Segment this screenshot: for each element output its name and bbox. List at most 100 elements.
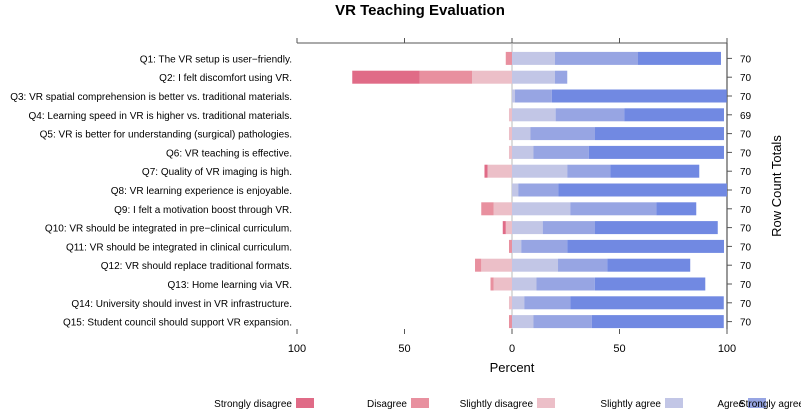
bar-segment-slightly-agree (512, 202, 571, 216)
bar-segment-disagree (490, 277, 494, 291)
bar-segment-slightly-disagree (508, 296, 512, 310)
x-axis-label: Percent (490, 360, 535, 375)
row-total: 70 (740, 299, 752, 310)
bar-segment-agree (570, 202, 657, 216)
bar-segment-agree (558, 258, 608, 272)
bar-segment-disagree (419, 70, 473, 84)
legend-label: Slightly disagree (460, 399, 534, 410)
row-total: 70 (740, 280, 752, 291)
bar-segment-strongly-disagree (352, 70, 420, 84)
bar-segment-slightly-agree (512, 183, 519, 197)
bar-segment-slightly-agree (512, 258, 559, 272)
category-label: Q9: I felt a motivation boost through VR… (114, 205, 292, 216)
bar-segment-strongly-agree (594, 221, 718, 235)
bar-segment-slightly-disagree (505, 221, 512, 235)
bar-segment-agree (555, 108, 625, 122)
bar-segment-strongly-agree (656, 202, 697, 216)
bar-segment-strongly-agree (558, 183, 727, 197)
row-total: 69 (740, 111, 752, 122)
bar-segment-slightly-agree (512, 70, 555, 84)
bar-segment-strongly-agree (570, 296, 724, 310)
bar-segment-slightly-disagree (472, 70, 512, 84)
category-label: Q8: VR learning experience is enjoyable. (111, 186, 292, 197)
bar-segment-slightly-agree (512, 164, 568, 178)
x-tick-label: 0 (509, 343, 515, 355)
category-label: Q7: Quality of VR imaging is high. (142, 167, 292, 178)
bar-segment-disagree (508, 315, 512, 329)
bar-segment-agree (542, 221, 595, 235)
legend-swatch (665, 398, 683, 408)
row-total: 70 (740, 261, 752, 272)
bar-segment-agree (530, 127, 595, 141)
category-label: Q12: VR should replace traditional forma… (101, 261, 292, 272)
bar-segment-slightly-disagree (493, 202, 512, 216)
row-total: 70 (740, 224, 752, 235)
x-tick-label: 50 (613, 343, 625, 355)
bar-segment-strongly-agree (610, 164, 700, 178)
legend-label: Strongly agree (739, 399, 801, 410)
bar-segment-slightly-agree (512, 127, 531, 141)
bar-segment-slightly-disagree (508, 145, 512, 159)
bar-segment-disagree (508, 239, 512, 253)
x-tick-label: 50 (398, 343, 410, 355)
bar-segment-agree (533, 315, 592, 329)
legend-swatch (537, 398, 555, 408)
bar-segment-agree (536, 277, 595, 291)
legend-swatch (296, 398, 314, 408)
bar-segment-agree (521, 239, 568, 253)
category-label: Q13: Home learning via VR. (167, 280, 292, 291)
bar-segment-slightly-disagree (487, 164, 512, 178)
bar-segment-slightly-disagree (508, 127, 512, 141)
bar-segment-agree (555, 51, 638, 65)
legend-label: Slightly agree (600, 399, 661, 410)
row-total: 70 (740, 54, 752, 65)
bar-segment-strongly-agree (594, 127, 724, 141)
right-axis-label: Row Count Totals (769, 135, 784, 237)
bar-segment-agree (567, 164, 611, 178)
x-tick-label: 100 (288, 343, 306, 355)
bar-segment-slightly-agree (512, 296, 525, 310)
legend-label: Strongly disagree (214, 399, 292, 410)
category-label: Q2: I felt discomfort using VR. (159, 73, 292, 84)
bar-segment-strongly-agree (567, 239, 724, 253)
bar-segment-slightly-agree (512, 145, 534, 159)
row-total: 70 (740, 92, 752, 103)
bar-segment-agree (518, 183, 559, 197)
bar-segment-slightly-disagree (481, 258, 512, 272)
bar-segment-agree (533, 145, 589, 159)
row-total: 70 (740, 148, 752, 159)
bar-segment-strongly-agree (624, 108, 724, 122)
category-label: Q15: Student council should support VR e… (63, 318, 292, 329)
category-label: Q11: VR should be integrated in clinical… (66, 242, 292, 253)
chart-title: VR Teaching Evaluation (335, 2, 505, 19)
category-label: Q5: VR is better for understanding (surg… (40, 130, 292, 141)
legend-label: Disagree (367, 399, 407, 410)
row-total: 70 (740, 318, 752, 329)
legend-swatch (748, 398, 766, 408)
bar-segment-strongly-disagree (502, 221, 506, 235)
category-label: Q3: VR spatial comprehension is better v… (10, 92, 292, 103)
category-label: Q4: Learning speed in VR is higher vs. t… (29, 111, 292, 122)
bar-segment-strongly-agree (594, 277, 706, 291)
category-label: Q1: The VR setup is user−friendly. (140, 54, 292, 65)
bar-segment-slightly-agree (512, 239, 522, 253)
row-total: 70 (740, 186, 752, 197)
bar-segment-slightly-disagree (508, 108, 512, 122)
bar-segment-strongly-agree (591, 315, 724, 329)
bar-segment-slightly-agree (512, 221, 543, 235)
bar-segment-agree (515, 89, 552, 103)
row-total: 70 (740, 167, 752, 178)
bar-segment-slightly-agree (512, 108, 556, 122)
row-total: 70 (740, 73, 752, 84)
bar-segment-strongly-agree (607, 258, 691, 272)
category-label: Q6: VR teaching is effective. (166, 148, 292, 159)
x-tick-label: 100 (718, 343, 736, 355)
bar-segment-slightly-agree (512, 89, 516, 103)
bar-segment-slightly-agree (512, 51, 555, 65)
bar-segment-strongly-agree (588, 145, 724, 159)
bar-segment-disagree (481, 202, 494, 216)
category-label: Q14: University should invest in VR infr… (71, 299, 292, 310)
row-total: 70 (740, 130, 752, 141)
